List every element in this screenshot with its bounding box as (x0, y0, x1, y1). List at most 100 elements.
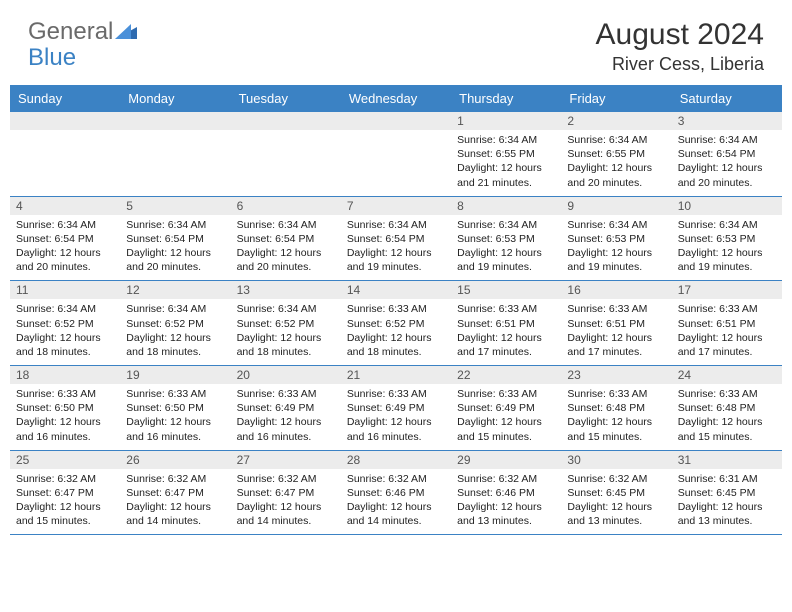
day-details: Sunrise: 6:33 AMSunset: 6:51 PMDaylight:… (561, 299, 671, 365)
location-label: River Cess, Liberia (596, 54, 764, 75)
day-number: 12 (120, 281, 230, 299)
calendar-cell: 6Sunrise: 6:34 AMSunset: 6:54 PMDaylight… (231, 197, 341, 281)
day-number: 6 (231, 197, 341, 215)
day-number (10, 112, 120, 130)
day-number: 8 (451, 197, 561, 215)
day-details: Sunrise: 6:31 AMSunset: 6:45 PMDaylight:… (672, 469, 782, 535)
day-header: Friday (561, 85, 671, 112)
calendar-cell: 16Sunrise: 6:33 AMSunset: 6:51 PMDayligh… (561, 281, 671, 365)
calendar-cell: 15Sunrise: 6:33 AMSunset: 6:51 PMDayligh… (451, 281, 561, 365)
calendar-cell: 19Sunrise: 6:33 AMSunset: 6:50 PMDayligh… (120, 366, 230, 450)
day-details: Sunrise: 6:33 AMSunset: 6:50 PMDaylight:… (120, 384, 230, 450)
calendar-cell: 9Sunrise: 6:34 AMSunset: 6:53 PMDaylight… (561, 197, 671, 281)
day-details: Sunrise: 6:34 AMSunset: 6:54 PMDaylight:… (10, 215, 120, 281)
day-number: 3 (672, 112, 782, 130)
day-number: 28 (341, 451, 451, 469)
calendar-cell: 1Sunrise: 6:34 AMSunset: 6:55 PMDaylight… (451, 112, 561, 196)
day-number: 24 (672, 366, 782, 384)
week-row: 4Sunrise: 6:34 AMSunset: 6:54 PMDaylight… (10, 197, 782, 282)
calendar-cell: 3Sunrise: 6:34 AMSunset: 6:54 PMDaylight… (672, 112, 782, 196)
calendar-cell: 7Sunrise: 6:34 AMSunset: 6:54 PMDaylight… (341, 197, 451, 281)
day-details: Sunrise: 6:33 AMSunset: 6:49 PMDaylight:… (451, 384, 561, 450)
day-number: 26 (120, 451, 230, 469)
day-number: 17 (672, 281, 782, 299)
weeks-container: 1Sunrise: 6:34 AMSunset: 6:55 PMDaylight… (10, 112, 782, 535)
header: General August 2024 River Cess, Liberia (0, 0, 792, 85)
logo: General (28, 18, 137, 46)
day-number: 29 (451, 451, 561, 469)
day-details: Sunrise: 6:34 AMSunset: 6:54 PMDaylight:… (120, 215, 230, 281)
day-number: 27 (231, 451, 341, 469)
calendar-cell: 10Sunrise: 6:34 AMSunset: 6:53 PMDayligh… (672, 197, 782, 281)
day-details: Sunrise: 6:32 AMSunset: 6:47 PMDaylight:… (120, 469, 230, 535)
calendar-cell (10, 112, 120, 196)
week-row: 18Sunrise: 6:33 AMSunset: 6:50 PMDayligh… (10, 366, 782, 451)
page-title: August 2024 (596, 18, 764, 52)
calendar-cell: 27Sunrise: 6:32 AMSunset: 6:47 PMDayligh… (231, 451, 341, 535)
day-details: Sunrise: 6:33 AMSunset: 6:50 PMDaylight:… (10, 384, 120, 450)
calendar-cell: 21Sunrise: 6:33 AMSunset: 6:49 PMDayligh… (341, 366, 451, 450)
day-number: 30 (561, 451, 671, 469)
calendar-cell: 20Sunrise: 6:33 AMSunset: 6:49 PMDayligh… (231, 366, 341, 450)
day-details: Sunrise: 6:33 AMSunset: 6:51 PMDaylight:… (672, 299, 782, 365)
day-details: Sunrise: 6:34 AMSunset: 6:53 PMDaylight:… (672, 215, 782, 281)
day-number: 22 (451, 366, 561, 384)
day-number: 31 (672, 451, 782, 469)
day-number: 19 (120, 366, 230, 384)
day-details: Sunrise: 6:32 AMSunset: 6:45 PMDaylight:… (561, 469, 671, 535)
day-header: Saturday (672, 85, 782, 112)
day-details: Sunrise: 6:34 AMSunset: 6:54 PMDaylight:… (341, 215, 451, 281)
day-number (120, 112, 230, 130)
week-row: 1Sunrise: 6:34 AMSunset: 6:55 PMDaylight… (10, 112, 782, 197)
calendar-cell: 23Sunrise: 6:33 AMSunset: 6:48 PMDayligh… (561, 366, 671, 450)
day-details: Sunrise: 6:32 AMSunset: 6:47 PMDaylight:… (231, 469, 341, 535)
week-row: 11Sunrise: 6:34 AMSunset: 6:52 PMDayligh… (10, 281, 782, 366)
calendar-cell: 2Sunrise: 6:34 AMSunset: 6:55 PMDaylight… (561, 112, 671, 196)
day-number: 7 (341, 197, 451, 215)
day-details: Sunrise: 6:34 AMSunset: 6:54 PMDaylight:… (672, 130, 782, 196)
day-header: Wednesday (341, 85, 451, 112)
day-number: 13 (231, 281, 341, 299)
calendar-cell: 31Sunrise: 6:31 AMSunset: 6:45 PMDayligh… (672, 451, 782, 535)
day-number: 10 (672, 197, 782, 215)
calendar-cell: 25Sunrise: 6:32 AMSunset: 6:47 PMDayligh… (10, 451, 120, 535)
day-number: 20 (231, 366, 341, 384)
calendar-cell: 30Sunrise: 6:32 AMSunset: 6:45 PMDayligh… (561, 451, 671, 535)
day-number: 2 (561, 112, 671, 130)
logo-blue-wrap: Blue (28, 44, 76, 72)
day-details: Sunrise: 6:32 AMSunset: 6:46 PMDaylight:… (451, 469, 561, 535)
day-header: Monday (120, 85, 230, 112)
day-number (341, 112, 451, 130)
week-row: 25Sunrise: 6:32 AMSunset: 6:47 PMDayligh… (10, 451, 782, 536)
day-number: 15 (451, 281, 561, 299)
day-header: Tuesday (231, 85, 341, 112)
day-details: Sunrise: 6:32 AMSunset: 6:46 PMDaylight:… (341, 469, 451, 535)
day-header: Thursday (451, 85, 561, 112)
calendar-cell: 4Sunrise: 6:34 AMSunset: 6:54 PMDaylight… (10, 197, 120, 281)
day-number: 16 (561, 281, 671, 299)
day-details: Sunrise: 6:34 AMSunset: 6:53 PMDaylight:… (451, 215, 561, 281)
day-details: Sunrise: 6:33 AMSunset: 6:51 PMDaylight:… (451, 299, 561, 365)
logo-text-blue: Blue (28, 44, 76, 71)
day-details: Sunrise: 6:34 AMSunset: 6:55 PMDaylight:… (561, 130, 671, 196)
day-details: Sunrise: 6:33 AMSunset: 6:48 PMDaylight:… (561, 384, 671, 450)
calendar-cell: 17Sunrise: 6:33 AMSunset: 6:51 PMDayligh… (672, 281, 782, 365)
day-number: 11 (10, 281, 120, 299)
calendar-cell: 11Sunrise: 6:34 AMSunset: 6:52 PMDayligh… (10, 281, 120, 365)
day-details: Sunrise: 6:33 AMSunset: 6:52 PMDaylight:… (341, 299, 451, 365)
day-number: 9 (561, 197, 671, 215)
calendar-cell: 26Sunrise: 6:32 AMSunset: 6:47 PMDayligh… (120, 451, 230, 535)
calendar-cell: 14Sunrise: 6:33 AMSunset: 6:52 PMDayligh… (341, 281, 451, 365)
calendar-cell: 5Sunrise: 6:34 AMSunset: 6:54 PMDaylight… (120, 197, 230, 281)
calendar-cell: 22Sunrise: 6:33 AMSunset: 6:49 PMDayligh… (451, 366, 561, 450)
day-number: 25 (10, 451, 120, 469)
day-details: Sunrise: 6:33 AMSunset: 6:49 PMDaylight:… (341, 384, 451, 450)
logo-text-general: General (28, 18, 113, 46)
day-number: 14 (341, 281, 451, 299)
day-number: 1 (451, 112, 561, 130)
day-number: 4 (10, 197, 120, 215)
calendar-cell: 18Sunrise: 6:33 AMSunset: 6:50 PMDayligh… (10, 366, 120, 450)
calendar-cell: 24Sunrise: 6:33 AMSunset: 6:48 PMDayligh… (672, 366, 782, 450)
day-number (231, 112, 341, 130)
day-number: 21 (341, 366, 451, 384)
